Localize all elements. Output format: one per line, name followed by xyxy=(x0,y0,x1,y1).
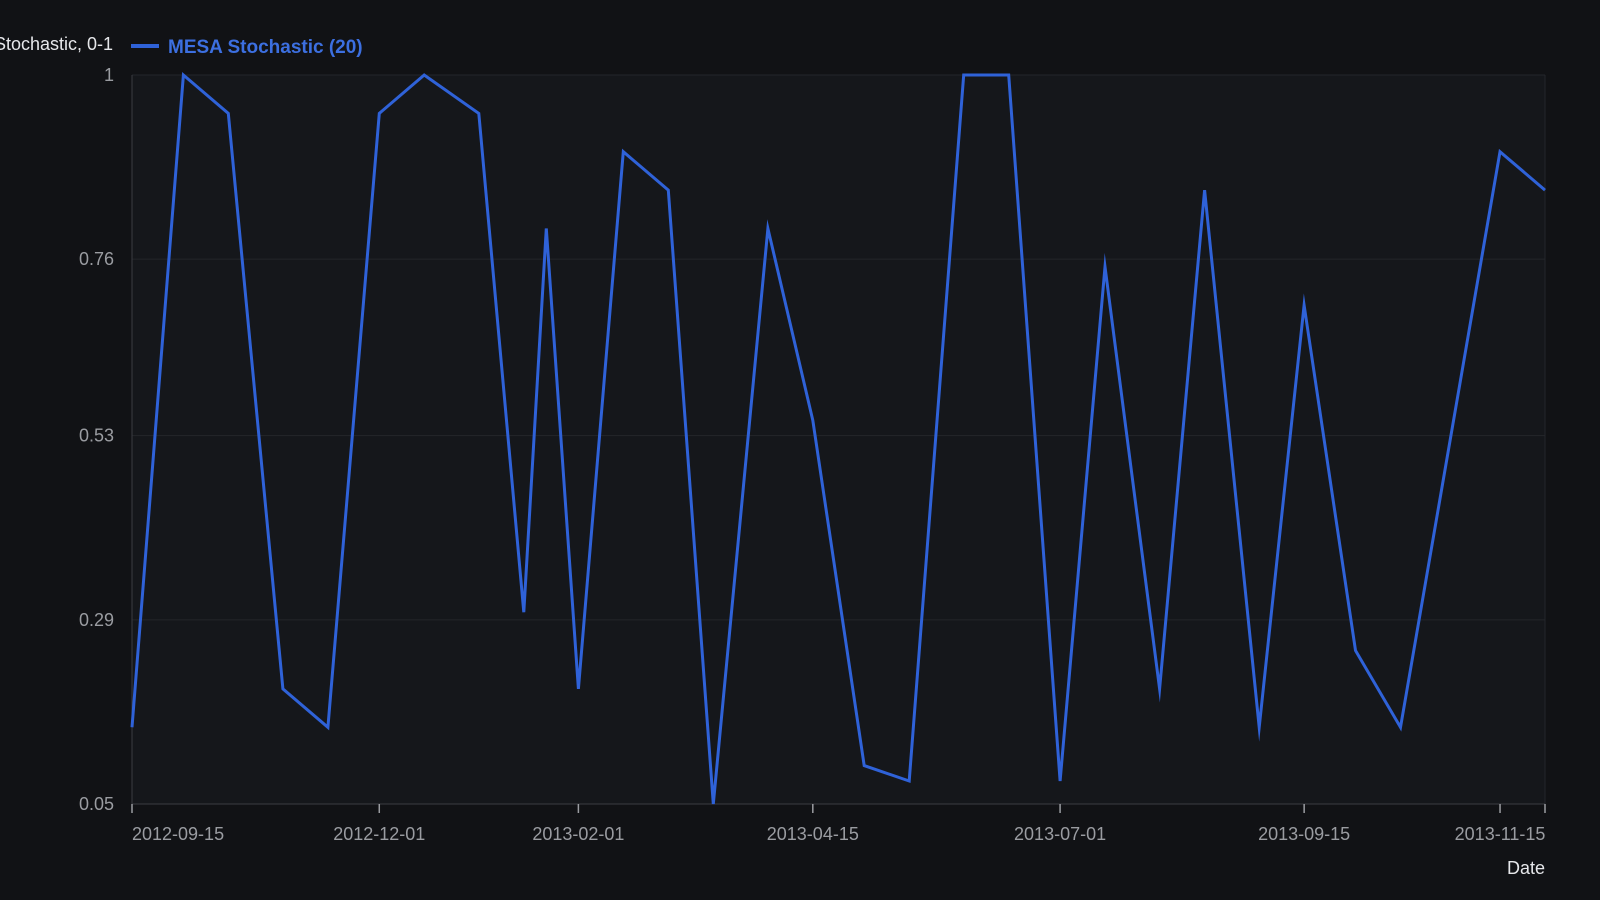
x-axis-title: Date xyxy=(1507,858,1545,878)
data-point xyxy=(712,803,715,806)
data-point xyxy=(545,227,548,230)
x-tick-label: 2013-09-15 xyxy=(1258,824,1350,844)
data-point xyxy=(1203,189,1206,192)
y-tick-label: 0.53 xyxy=(79,426,114,446)
x-tick-label: 2013-11-15 xyxy=(1455,824,1546,844)
x-tick-label: 2013-07-01 xyxy=(1014,824,1106,844)
x-axis-ticks: 2012-09-15 2012-12-01 2013-02-01 2013-04-15… xyxy=(131,804,1546,844)
data-point xyxy=(863,764,866,767)
data-point xyxy=(131,726,134,729)
data-point xyxy=(1544,189,1547,192)
data-point xyxy=(1059,779,1062,782)
data-point xyxy=(766,227,769,230)
data-point xyxy=(577,687,580,690)
data-point xyxy=(1303,304,1306,307)
x-tick-label: 2012-12-01 xyxy=(333,824,425,844)
data-point xyxy=(1499,150,1502,153)
x-tick-label: 2013-04-15 xyxy=(767,824,859,844)
y-axis-title: MESA Stochastic, 0-1 xyxy=(0,34,113,54)
data-point xyxy=(1354,649,1357,652)
data-point xyxy=(962,74,965,77)
data-point xyxy=(667,189,670,192)
data-point xyxy=(1258,726,1261,729)
data-point xyxy=(378,112,381,115)
data-point xyxy=(423,74,426,77)
data-point xyxy=(477,112,480,115)
data-point xyxy=(1007,74,1010,77)
x-tick-label: 2013-02-01 xyxy=(532,824,624,844)
y-tick-label: 0.05 xyxy=(79,794,114,814)
y-tick-label: 0.29 xyxy=(79,610,114,630)
data-point xyxy=(281,687,284,690)
data-point xyxy=(182,74,185,77)
data-point xyxy=(326,726,329,729)
y-axis-ticks: 0.05 0.29 0.53 0.76 1 xyxy=(79,65,114,814)
data-point xyxy=(227,112,230,115)
series-line xyxy=(130,71,1546,805)
data-point xyxy=(1399,726,1402,729)
y-tick-label: 1 xyxy=(104,65,114,85)
data-point xyxy=(1104,265,1107,268)
data-point xyxy=(522,611,525,614)
y-tick-label: 0.76 xyxy=(79,249,114,269)
series-layer xyxy=(130,71,1547,806)
legend-label[interactable]: MESA Stochastic (20) xyxy=(168,37,363,58)
x-tick-label: 2012-09-15 xyxy=(132,824,224,844)
data-point xyxy=(908,779,911,782)
data-point xyxy=(622,150,625,153)
plot-area xyxy=(132,75,1545,804)
data-point xyxy=(1158,687,1161,690)
data-point xyxy=(811,419,814,422)
